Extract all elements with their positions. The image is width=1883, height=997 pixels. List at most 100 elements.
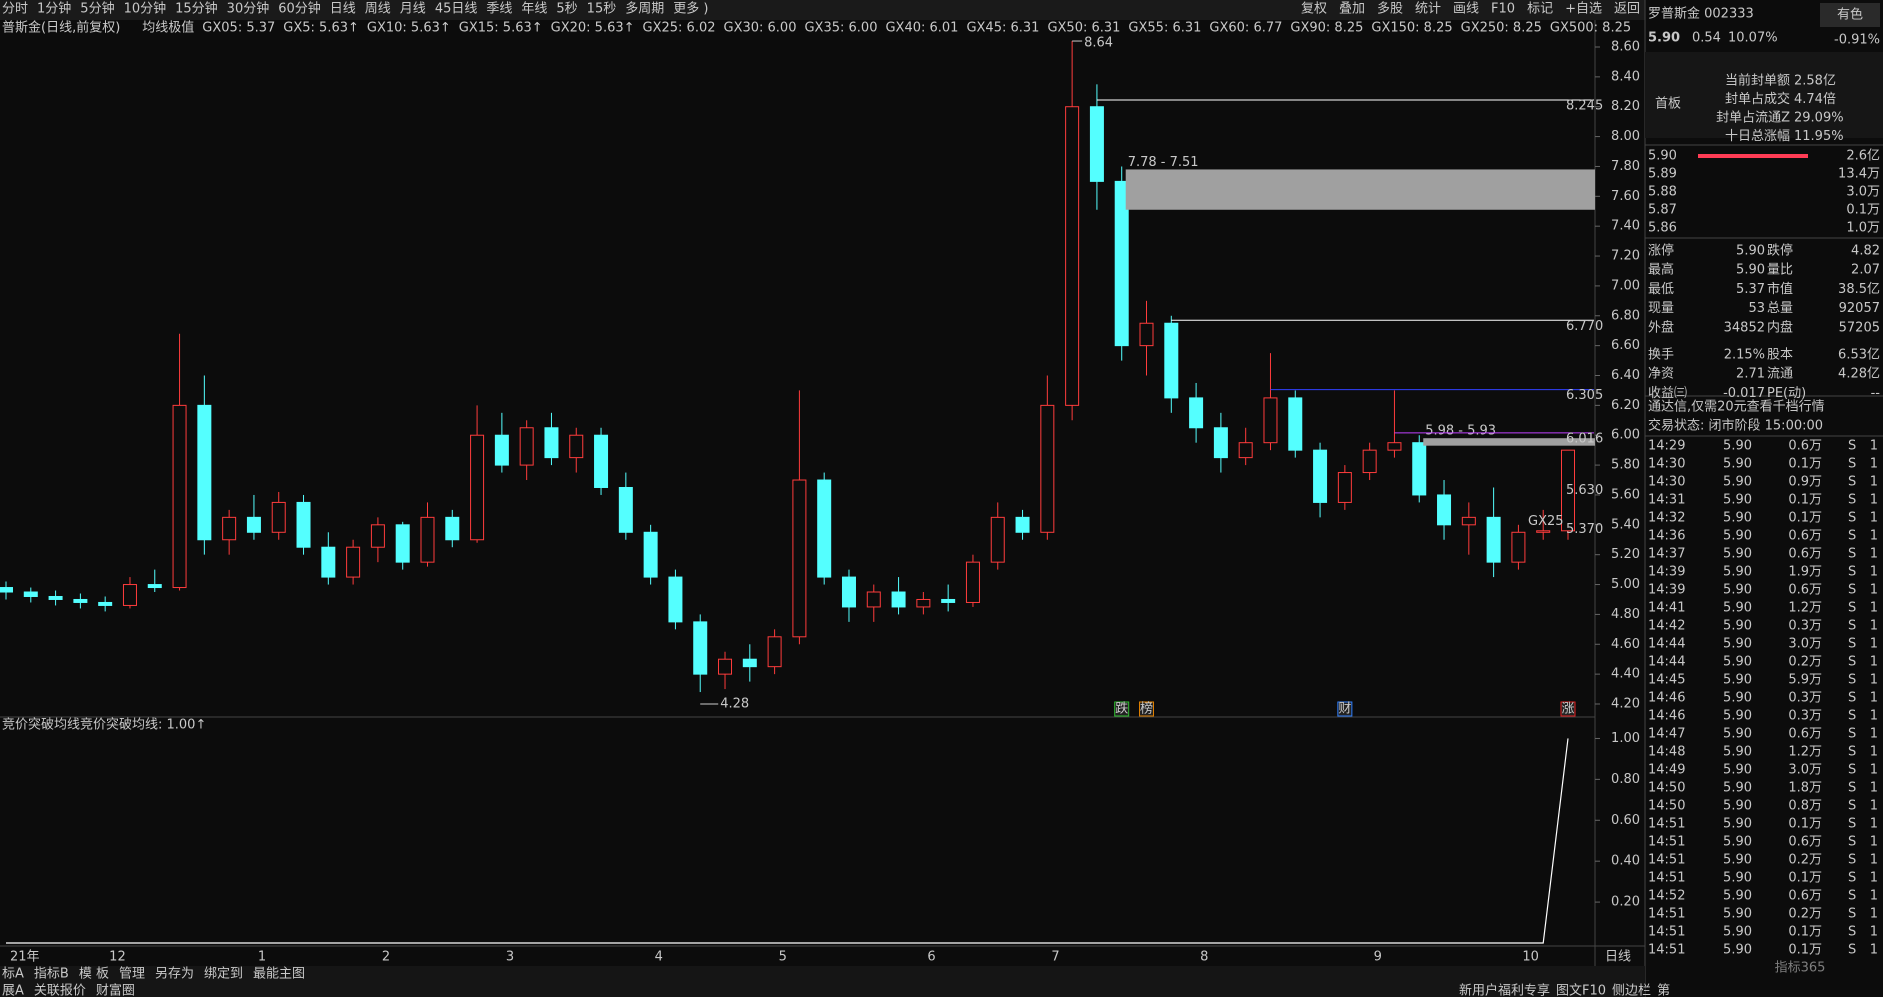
y-tick-label: 5.60 — [1611, 487, 1640, 502]
period-tab[interactable]: 45日线 — [435, 2, 478, 17]
x-tick-label: 12 — [109, 950, 126, 965]
event-marker[interactable]: 榜 — [1140, 701, 1153, 717]
trade-price: 5.90 — [1723, 907, 1752, 922]
trade-time: 14:41 — [1648, 601, 1685, 616]
toolbar-button[interactable]: 返回 — [1614, 2, 1640, 17]
y-tick-label: 7.60 — [1611, 189, 1640, 204]
trade-side: S — [1848, 763, 1856, 778]
candle-body — [73, 598, 88, 603]
trade-time: 14:51 — [1648, 835, 1685, 850]
stat-value: 57205 — [1839, 320, 1880, 335]
tab[interactable]: 管理 — [119, 967, 145, 982]
toolbar-button[interactable]: F10 — [1491, 2, 1515, 17]
toolbar-button[interactable]: 标记 — [1527, 2, 1553, 17]
ma-tag: GX25 — [1528, 514, 1564, 529]
trade-volume: 0.6万 — [1788, 547, 1822, 562]
trade-volume: 0.1万 — [1788, 871, 1822, 886]
notice[interactable]: 通达信,仅需20元查看千档行情 — [1648, 399, 1825, 415]
trade-price: 5.90 — [1723, 943, 1752, 958]
trade-side: S — [1848, 691, 1856, 706]
toolbar-bg — [0, 0, 1645, 20]
trade-volume: 0.8万 — [1788, 799, 1822, 814]
trade-side: S — [1848, 853, 1856, 868]
trade-count: 1 — [1870, 475, 1878, 490]
trade-time: 14:51 — [1648, 853, 1685, 868]
candle-body — [1238, 442, 1253, 459]
candle-body — [891, 591, 906, 608]
period-tab[interactable]: 分时 — [2, 2, 28, 17]
event-marker[interactable]: 跌 — [1115, 701, 1128, 717]
trade-count: 1 — [1870, 583, 1878, 598]
candle-body — [470, 434, 485, 541]
footer-link[interactable]: 第 — [1657, 984, 1670, 997]
period-tab[interactable]: 年线 — [521, 2, 547, 17]
tab[interactable]: 标A — [2, 967, 24, 982]
y-tick-label: 0.60 — [1611, 813, 1640, 828]
toolbar-button[interactable]: 多股 — [1377, 1, 1403, 17]
footer-link[interactable]: 图文F10 — [1556, 984, 1606, 997]
toolbar-button[interactable]: 叠加 — [1339, 2, 1365, 17]
y-tick-label: 8.00 — [1611, 129, 1640, 144]
event-marker[interactable]: 涨 — [1561, 702, 1574, 717]
y-tick-label: 1.00 — [1611, 731, 1640, 746]
period-tab[interactable]: 月线 — [400, 2, 426, 17]
event-marker[interactable]: 财 — [1338, 702, 1351, 717]
toolbar-button[interactable]: 统计 — [1415, 2, 1441, 17]
toolbar-button[interactable]: 复权 — [1301, 1, 1327, 17]
trade-side: S — [1848, 673, 1856, 688]
trade-side: S — [1848, 709, 1856, 724]
tab[interactable]: 最能主图 — [253, 967, 305, 982]
x-unit[interactable]: 日线 — [1605, 950, 1631, 965]
period-tab[interactable]: 15秒 — [587, 2, 617, 17]
toolbar-button[interactable]: +自选 — [1565, 2, 1602, 17]
event-badge — [1560, 701, 1576, 717]
footer-link[interactable]: 新用户福利专享 — [1459, 983, 1550, 997]
period-tab[interactable]: 15分钟 — [175, 1, 218, 17]
tab[interactable]: 另存为 — [155, 967, 194, 982]
period-tab[interactable]: 季线 — [486, 2, 512, 17]
tab[interactable]: 绑定到 — [204, 967, 243, 982]
tab[interactable]: 展A — [2, 984, 24, 997]
seal-label: 封单占成交 — [1725, 91, 1790, 107]
stat-label: PE(动) — [1767, 386, 1806, 401]
candle-body — [519, 427, 534, 466]
period-tab[interactable]: 60分钟 — [278, 1, 321, 17]
stat-value: 38.5亿 — [1838, 282, 1880, 297]
indicator-title: 竞价突破均线 — [2, 717, 80, 733]
x-tick-label: 10 — [1522, 950, 1539, 965]
trade-time: 14:39 — [1648, 583, 1685, 598]
tab[interactable]: 财富圈 — [96, 983, 135, 997]
trade-time: 14:39 — [1648, 565, 1685, 580]
period-tab[interactable]: 日线 — [330, 2, 356, 17]
period-tab[interactable]: 5秒 — [556, 2, 577, 17]
y-tick-label: 4.20 — [1611, 697, 1640, 712]
candle-body — [1015, 516, 1030, 533]
trade-side: S — [1848, 619, 1856, 634]
period-tab[interactable]: 周线 — [365, 2, 391, 17]
ma-legend: GX90: 8.25 — [1290, 21, 1363, 36]
period-tab[interactable]: 10分钟 — [124, 1, 167, 17]
stat-value: 2.15% — [1724, 348, 1765, 363]
trade-side: S — [1848, 817, 1856, 832]
period-tab[interactable]: 5分钟 — [80, 1, 114, 17]
footer-link[interactable]: 侧边栏 — [1612, 984, 1651, 997]
trade-side: S — [1848, 943, 1856, 958]
period-tab[interactable]: 30分钟 — [227, 1, 270, 17]
tab[interactable]: 模 板 — [79, 967, 109, 982]
toolbar-button[interactable]: 画线 — [1453, 2, 1479, 17]
tab[interactable]: 指标B — [34, 967, 69, 982]
candle-body — [1213, 427, 1228, 459]
sector-name[interactable]: 有色 — [1837, 7, 1863, 23]
stat-label: 股本 — [1767, 348, 1793, 363]
period-tab[interactable]: 多周期 — [625, 1, 664, 17]
trade-volume: 0.6万 — [1788, 889, 1822, 904]
trade-count: 1 — [1870, 439, 1878, 454]
period-tab[interactable]: 更多 ) — [673, 1, 708, 17]
stat-value: 92057 — [1839, 301, 1880, 316]
stat-label: 现量 — [1648, 301, 1674, 316]
x-tick-label: 1 — [258, 950, 266, 965]
trade-price: 5.90 — [1723, 457, 1752, 472]
period-tab[interactable]: 1分钟 — [37, 1, 71, 17]
tab[interactable]: 关联报价 — [34, 984, 86, 997]
trade-price: 5.90 — [1723, 547, 1752, 562]
